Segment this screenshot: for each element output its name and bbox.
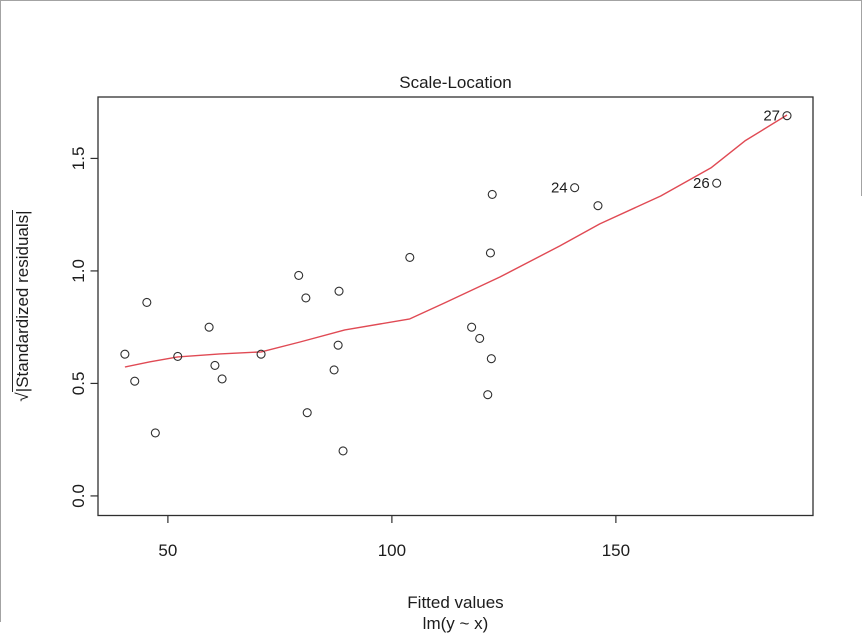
data-point <box>302 408 312 418</box>
x-axis-label: Fitted values <box>407 593 504 612</box>
smooth-line-layer <box>124 114 788 368</box>
chart-title: Scale-Location <box>399 73 512 92</box>
data-point <box>486 354 496 364</box>
data-point <box>405 252 415 262</box>
sqrt-radical-symbol: √ <box>13 392 32 402</box>
data-point <box>210 360 220 370</box>
y-tick-label: 0.5 <box>69 372 88 396</box>
plot-frame <box>97 96 814 517</box>
point-labels-layer: 24 26 27 <box>551 108 780 197</box>
data-point <box>294 270 304 280</box>
data-point <box>334 286 344 296</box>
data-point <box>338 446 348 456</box>
data-point <box>142 297 152 307</box>
data-point <box>217 374 227 384</box>
data-point <box>173 351 183 361</box>
data-point <box>301 293 311 303</box>
x-tick-label: 50 <box>158 541 177 560</box>
data-point <box>483 390 493 400</box>
y-axis-label-text: |Standardized residuals| <box>12 210 32 393</box>
axes-layer: 50 100 150 0.0 0.5 1.0 1.5 <box>69 96 814 560</box>
data-point <box>485 248 495 258</box>
data-point <box>593 201 603 211</box>
y-tick-label: 1.5 <box>69 147 88 171</box>
data-points-layer <box>120 111 792 456</box>
window-border-left <box>0 0 1 622</box>
point-label: 24 <box>551 180 568 197</box>
data-point <box>782 111 792 121</box>
data-point <box>333 340 343 350</box>
x-tick-label: 150 <box>602 541 630 560</box>
point-label: 26 <box>693 175 710 192</box>
data-point <box>150 428 160 438</box>
y-axis-label: √|Standardized residuals| <box>12 156 35 456</box>
data-point <box>120 349 130 359</box>
data-point <box>570 183 580 193</box>
point-label: 27 <box>763 108 780 125</box>
data-point <box>487 189 497 199</box>
smooth-line <box>124 114 788 368</box>
x-tick-label: 100 <box>378 541 406 560</box>
data-point <box>130 376 140 386</box>
data-point <box>712 178 722 188</box>
data-point <box>467 322 477 332</box>
x-axis-sublabel: lm(y ~ x) <box>422 614 489 633</box>
y-tick-label: 0.0 <box>69 484 88 508</box>
data-point <box>475 333 485 343</box>
y-tick-label: 1.0 <box>69 259 88 283</box>
window-border-top <box>0 0 862 1</box>
data-point <box>256 349 266 359</box>
data-point <box>204 322 214 332</box>
data-point <box>329 365 339 375</box>
